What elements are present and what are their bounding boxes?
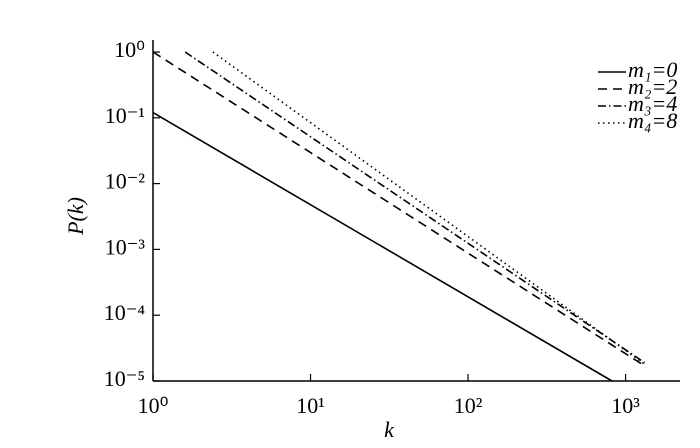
x-tick-label: 10¹ bbox=[296, 393, 325, 418]
y-tick-label: 10⁰ bbox=[114, 37, 145, 62]
y-tick-label: 10⁻² bbox=[105, 169, 146, 194]
legend-label: m₃=4 bbox=[628, 91, 677, 116]
x-tick-label: 10² bbox=[454, 393, 483, 418]
y-tick-label: 10⁻⁵ bbox=[104, 366, 145, 391]
y-axis-label: P(k) bbox=[63, 197, 88, 236]
y-tick-label: 10⁻³ bbox=[105, 234, 146, 259]
x-tick-label: 10³ bbox=[611, 393, 640, 418]
legend-label: m₄=8 bbox=[628, 108, 677, 133]
series-line bbox=[152, 51, 646, 367]
legend-label: m₂=2 bbox=[628, 74, 677, 99]
series-line bbox=[152, 111, 613, 382]
y-tick-label: 10⁻¹ bbox=[105, 103, 145, 128]
x-axis-label: k bbox=[384, 417, 395, 442]
y-tick-label: 10⁻⁴ bbox=[104, 300, 146, 325]
x-tick-label: 10⁰ bbox=[138, 393, 169, 418]
series-line bbox=[212, 51, 646, 365]
legend-label: m₁=0 bbox=[628, 57, 677, 82]
series-line bbox=[184, 51, 646, 364]
